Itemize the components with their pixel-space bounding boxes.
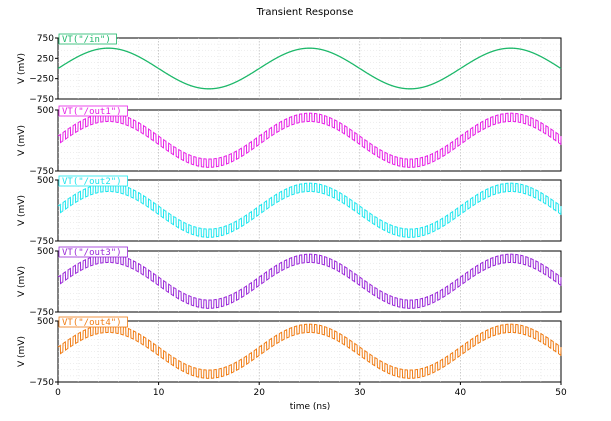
y-tick-label: 500 bbox=[37, 106, 54, 116]
series-line bbox=[57, 253, 562, 309]
series-line bbox=[57, 47, 562, 90]
legend-entry: VT("/out3") bbox=[62, 248, 122, 258]
y-axis-label: V (mV) bbox=[17, 336, 27, 367]
chart-title: Transient Response bbox=[256, 7, 354, 18]
legend-box bbox=[58, 33, 117, 45]
x-tick-label: 50 bbox=[555, 388, 567, 398]
panel-3: 500 −750 V (mV) VT("/out2") bbox=[17, 175, 562, 247]
legend-entry: VT("/out1") bbox=[62, 107, 122, 117]
x-axis: 0 10 20 30 40 50 bbox=[55, 382, 567, 398]
x-tick-label: 30 bbox=[354, 388, 366, 398]
legend-entry: VT("/out2") bbox=[62, 177, 122, 187]
panel-1: 750 250 −250 −750 V (mV) VT("/in") bbox=[17, 33, 562, 105]
series-line bbox=[57, 182, 562, 238]
x-tick-label: 10 bbox=[153, 388, 165, 398]
y-tick-label: 500 bbox=[37, 176, 54, 186]
y-tick-label: 500 bbox=[37, 247, 54, 257]
series-line bbox=[57, 112, 562, 168]
x-axis-label: time (ns) bbox=[290, 402, 331, 412]
y-tick-label: −750 bbox=[29, 237, 54, 247]
y-tick-label: 250 bbox=[37, 54, 54, 64]
grid bbox=[58, 180, 561, 241]
y-tick-label: −750 bbox=[29, 95, 54, 105]
y-axis-label: V (mV) bbox=[17, 195, 27, 226]
legend-entry: VT("/out4") bbox=[62, 318, 122, 328]
y-tick-label: −750 bbox=[29, 378, 54, 388]
y-axis-label: V (mV) bbox=[17, 266, 27, 297]
legend-box bbox=[58, 246, 128, 258]
y-tick-label: −750 bbox=[29, 308, 54, 318]
y-axis-label: V (mV) bbox=[17, 53, 27, 84]
grid bbox=[58, 251, 561, 312]
legend-box bbox=[58, 175, 128, 187]
legend-box bbox=[58, 316, 128, 328]
y-tick-label: −750 bbox=[29, 167, 54, 177]
x-tick-label: 0 bbox=[55, 388, 61, 398]
panel-2: 500 −750 V (mV) VT("/out1") bbox=[17, 105, 562, 177]
y-tick-label: 500 bbox=[37, 317, 54, 327]
y-tick-label: −250 bbox=[29, 75, 54, 85]
x-tick-label: 40 bbox=[455, 388, 467, 398]
series-line bbox=[57, 323, 562, 379]
panel-5: 500 −750 V (mV) VT("/out4") bbox=[17, 316, 562, 388]
panel-4: 500 −750 V (mV) VT("/out3") bbox=[17, 246, 562, 318]
legend-entry: VT("/in") bbox=[62, 35, 111, 45]
legend-box bbox=[58, 105, 128, 117]
x-tick-label: 20 bbox=[253, 388, 265, 398]
y-axis-label: V (mV) bbox=[17, 125, 27, 156]
y-tick-label: 750 bbox=[37, 34, 54, 44]
